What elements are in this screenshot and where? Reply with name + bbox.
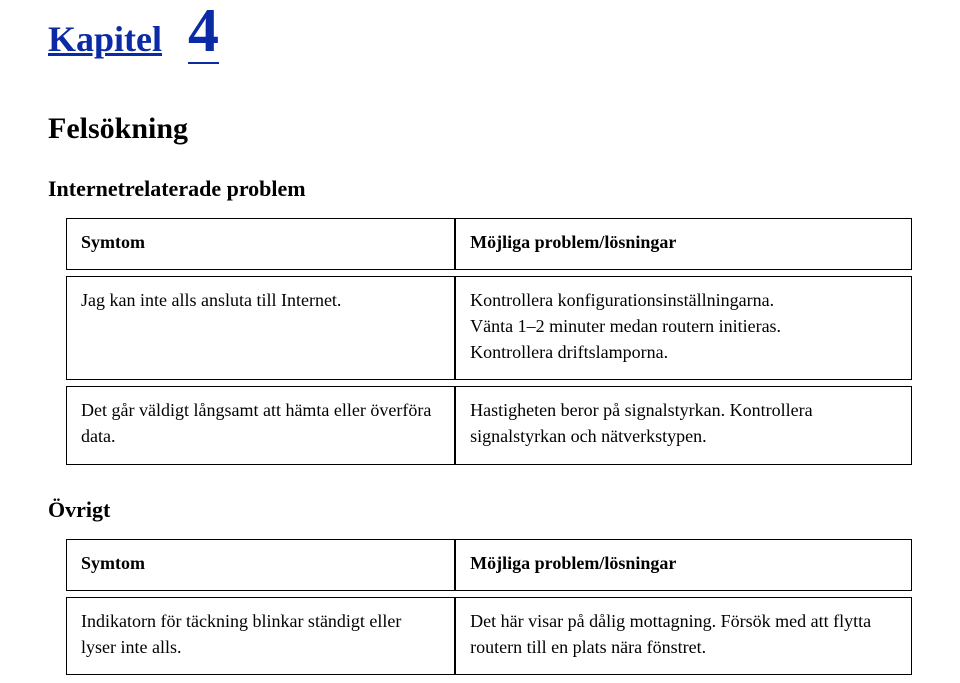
table-row: Det går väldigt långsamt att hämta eller…: [66, 386, 912, 464]
page-title: Felsökning: [48, 112, 912, 146]
solution-cell: Hastigheten beror på signalstyrkan. Kont…: [455, 386, 912, 464]
header-symptom: Symtom: [66, 539, 455, 591]
chapter-heading: Kapitel 4: [48, 0, 912, 64]
other-heading: Övrigt: [48, 497, 912, 523]
other-table: Symtom Möjliga problem/lösningar Indikat…: [66, 533, 912, 681]
table-row: Jag kan inte alls ansluta till Internet.…: [66, 276, 912, 380]
page: Kapitel 4 Felsökning Internetrelaterade …: [0, 0, 960, 681]
solution-cell: Kontrollera konfigurationsinställningarn…: [455, 276, 912, 380]
header-solution: Möjliga problem/lösningar: [455, 218, 912, 270]
header-symptom: Symtom: [66, 218, 455, 270]
chapter-label: Kapitel: [48, 18, 162, 60]
symptom-cell: Jag kan inte alls ansluta till Internet.: [66, 276, 455, 380]
header-solution: Möjliga problem/lösningar: [455, 539, 912, 591]
solution-line: Vänta 1–2 minuter medan routern initiera…: [470, 313, 897, 339]
solution-cell: Det här visar på dålig mottagning. Försö…: [455, 597, 912, 675]
chapter-number: 4: [188, 0, 219, 64]
table-header-row: Symtom Möjliga problem/lösningar: [66, 539, 912, 591]
solution-line: Kontrollera konfigurationsinställningarn…: [470, 287, 897, 313]
internet-table: Symtom Möjliga problem/lösningar Jag kan…: [66, 212, 912, 471]
internet-heading: Internetrelaterade problem: [48, 176, 912, 202]
table-row: Indikatorn för täckning blinkar ständigt…: [66, 597, 912, 675]
symptom-cell: Det går väldigt långsamt att hämta eller…: [66, 386, 455, 464]
symptom-cell: Indikatorn för täckning blinkar ständigt…: [66, 597, 455, 675]
solution-line: Kontrollera driftslamporna.: [470, 339, 897, 365]
table-header-row: Symtom Möjliga problem/lösningar: [66, 218, 912, 270]
